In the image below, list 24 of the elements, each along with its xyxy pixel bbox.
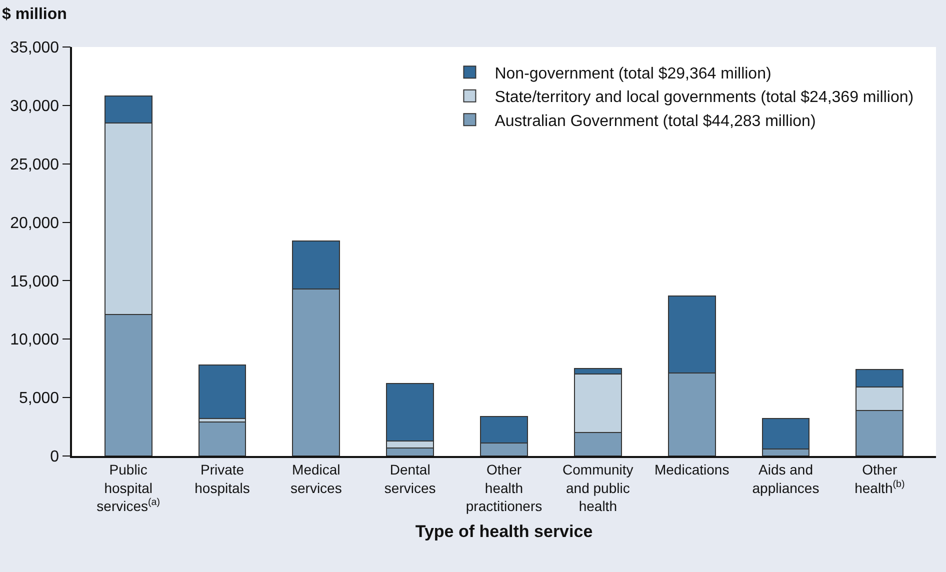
y-tick-label: 10,000 bbox=[10, 332, 60, 349]
x-tick-label: Community and public health bbox=[562, 462, 634, 514]
x-tick-label: Dental services bbox=[384, 462, 436, 496]
x-tick-label: Medical services bbox=[290, 462, 342, 496]
y-axis-title: $ million bbox=[2, 6, 67, 23]
y-tick-label: 5,000 bbox=[19, 390, 60, 408]
x-tick-label: Medications bbox=[654, 462, 730, 478]
y-tick-label: 30,000 bbox=[10, 98, 60, 116]
x-tick-label: Private hospitals bbox=[194, 462, 250, 496]
x-tick-label: Other health$^{(b)}$ bbox=[854, 462, 905, 496]
y-tick-label: 0 bbox=[50, 448, 60, 466]
x-tick-label: Other health practitioners bbox=[466, 462, 542, 514]
y-tick-label: 15,000 bbox=[10, 273, 60, 290]
y-tick-label: 25,000 bbox=[10, 156, 60, 174]
bar bbox=[198, 422, 246, 456]
y-tick-label: 20,000 bbox=[10, 214, 60, 232]
legend-label: Australian Government (total $44,283 million) bbox=[494, 112, 816, 130]
bar bbox=[198, 364, 246, 420]
legend-label: State/territory and local governments (total $24,369 million) bbox=[494, 89, 914, 106]
y-tick-label: 35,000 bbox=[10, 40, 60, 57]
legend-label: Non-government (total $29,364 million) bbox=[494, 65, 772, 82]
x-tick-label: Public hospital services$^{(a)}$ bbox=[96, 462, 160, 514]
x-axis-title: Type of health service bbox=[415, 522, 593, 541]
x-tick-label: Aids and appliances bbox=[752, 462, 820, 496]
